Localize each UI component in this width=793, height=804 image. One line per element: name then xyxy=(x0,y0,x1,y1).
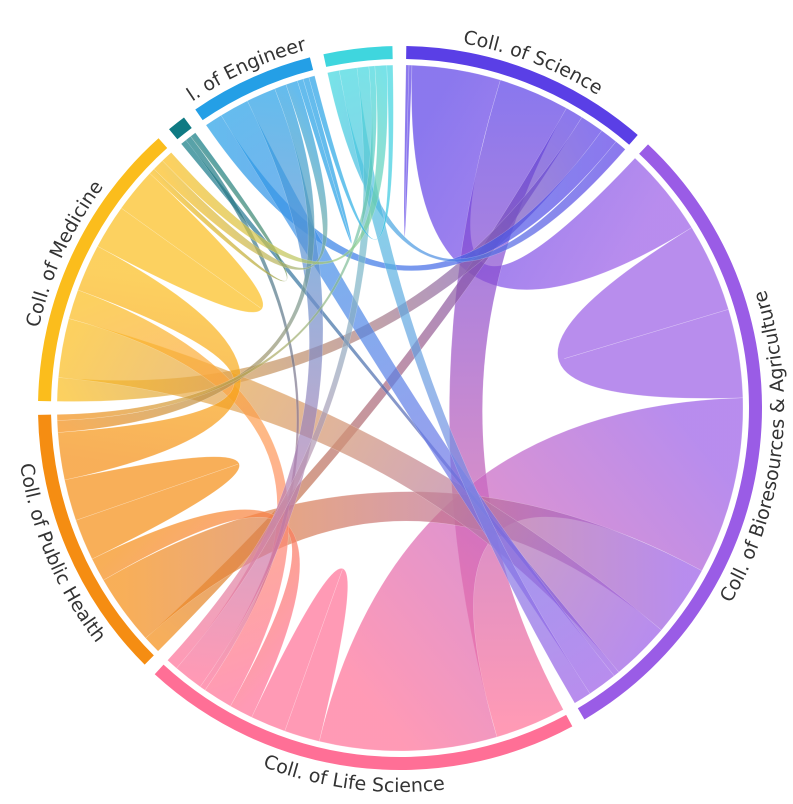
group-arc xyxy=(154,664,573,770)
chord-ribbon xyxy=(167,66,373,669)
group-label-text: Coll. of Engineering xyxy=(0,0,308,106)
group-arc xyxy=(38,414,154,665)
chord-ribbon xyxy=(403,64,413,237)
chord-ribbon xyxy=(297,77,352,244)
group-label: Coll. of Engineering xyxy=(0,0,308,106)
group-arc xyxy=(169,117,192,140)
group-arc xyxy=(195,57,314,121)
chord-ribbon xyxy=(162,64,388,265)
group-arc xyxy=(38,138,168,402)
chord-ribbon xyxy=(149,132,288,282)
group-arc xyxy=(323,46,393,67)
group-arc xyxy=(577,144,762,720)
chord-ribbon xyxy=(97,173,264,313)
chord-ribbon xyxy=(91,509,301,718)
chord-ribbon xyxy=(557,227,744,399)
chord-ribbon xyxy=(56,65,377,421)
chord-ribbon xyxy=(64,456,240,560)
chord-ribbon xyxy=(308,64,394,240)
chord-ribbon xyxy=(327,70,626,263)
chord-ribbon xyxy=(153,80,328,271)
chord-ribbon xyxy=(57,245,242,481)
chord-ribbon xyxy=(251,568,348,742)
group-arc xyxy=(406,46,638,145)
